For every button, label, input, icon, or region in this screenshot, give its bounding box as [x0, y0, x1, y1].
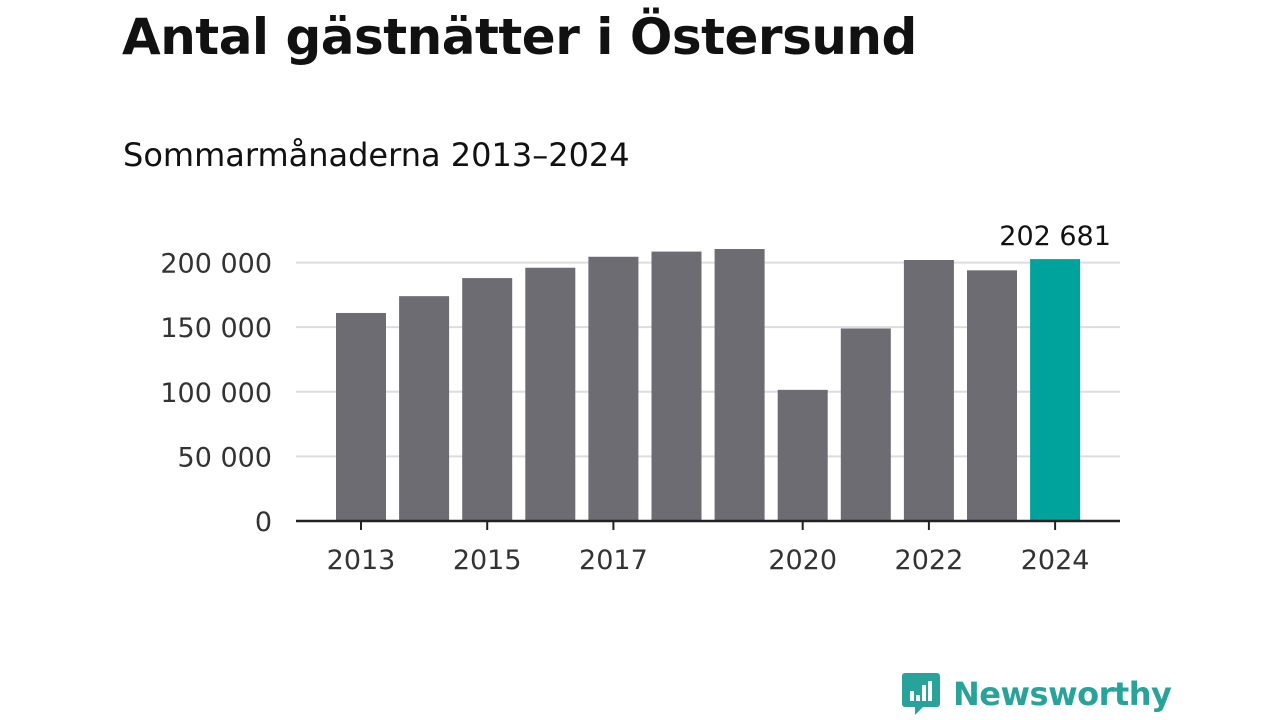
bar [588, 256, 639, 521]
chart-title: Antal gästnätter i Östersund [122, 8, 917, 66]
newsworthy-bar-chart-icon [902, 673, 940, 715]
x-tick-label: 2013 [327, 545, 396, 576]
chart-subtitle: Sommarmånaderna 2013–2024 [123, 136, 630, 174]
bar [399, 296, 450, 521]
y-tick-label: 200 000 [160, 249, 272, 280]
x-tick-label: 2015 [453, 545, 522, 576]
bar [336, 312, 386, 521]
brand-name: Newsworthy [953, 675, 1172, 713]
y-tick-label: 0 [255, 507, 272, 538]
bar [651, 251, 702, 521]
bar-chart: 0 50 000 100 000 150 000 200 000 2013 2015 2017… [160, 221, 1120, 576]
brand-mark: Newsworthy [901, 670, 1172, 718]
value-annotation: 202 681 [999, 221, 1111, 252]
x-tick-label: 2020 [768, 545, 837, 576]
bar [840, 328, 891, 521]
bar [714, 249, 765, 521]
x-tick-label: 2017 [579, 545, 648, 576]
y-tick-label: 150 000 [160, 313, 272, 344]
bar [967, 270, 1017, 521]
x-tick-label: 2024 [1021, 545, 1090, 576]
bar [525, 267, 576, 521]
highlight-bar [1030, 259, 1081, 521]
y-tick-label: 100 000 [160, 378, 272, 409]
bar [777, 389, 828, 521]
x-tick-label: 2022 [895, 545, 964, 576]
bar [462, 278, 513, 521]
y-tick-label: 50 000 [178, 442, 272, 473]
bar [903, 259, 954, 521]
